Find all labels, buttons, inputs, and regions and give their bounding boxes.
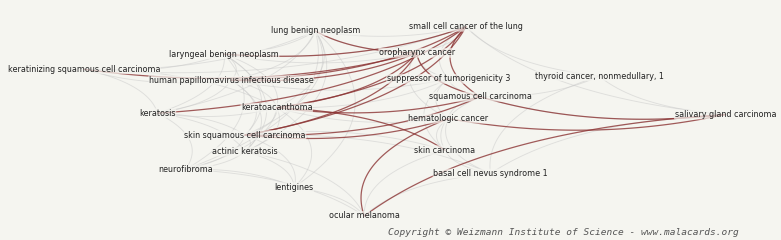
Text: Copyright © Weizmann Institute of Science - www.malacards.org: Copyright © Weizmann Institute of Scienc… (388, 228, 739, 237)
Text: suppressor of tumorigenicity 3: suppressor of tumorigenicity 3 (387, 74, 510, 83)
Text: keratinizing squamous cell carcinoma: keratinizing squamous cell carcinoma (8, 65, 160, 74)
Text: neurofibroma: neurofibroma (159, 165, 213, 174)
Text: actinic keratosis: actinic keratosis (212, 147, 278, 156)
Text: hematologic cancer: hematologic cancer (408, 114, 488, 123)
Text: skin squamous cell carcinoma: skin squamous cell carcinoma (184, 131, 306, 140)
Text: salivary gland carcinoma: salivary gland carcinoma (675, 110, 776, 119)
Text: ocular melanoma: ocular melanoma (329, 211, 400, 221)
Text: human papillomavirus infectious disease: human papillomavirus infectious disease (148, 76, 313, 85)
Text: laryngeal benign neoplasm: laryngeal benign neoplasm (169, 50, 279, 59)
Text: small cell cancer of the lung: small cell cancer of the lung (409, 22, 522, 31)
Text: squamous cell carcinoma: squamous cell carcinoma (429, 92, 531, 101)
Text: thyroid cancer, nonmedullary, 1: thyroid cancer, nonmedullary, 1 (535, 72, 664, 81)
Text: basal cell nevus syndrome 1: basal cell nevus syndrome 1 (433, 169, 547, 178)
Text: keratosis: keratosis (139, 109, 176, 118)
Text: lentigines: lentigines (275, 183, 314, 192)
Text: oropharynx cancer: oropharynx cancer (379, 48, 455, 57)
Text: skin carcinoma: skin carcinoma (415, 146, 476, 155)
Text: lung benign neoplasm: lung benign neoplasm (270, 26, 360, 35)
Text: keratoacanthoma: keratoacanthoma (241, 103, 312, 112)
